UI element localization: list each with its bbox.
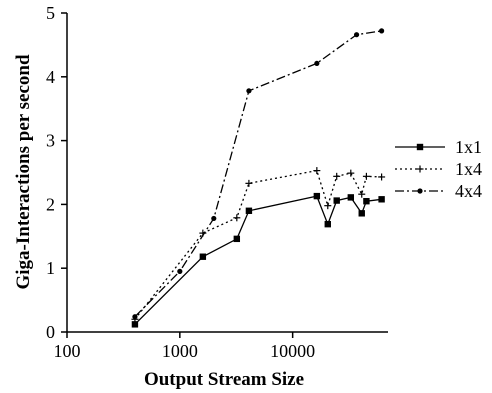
y-tick-label: 2	[46, 194, 55, 214]
data-point	[358, 191, 365, 198]
series-1x4	[131, 167, 385, 323]
legend-label: 4x4	[455, 181, 482, 201]
data-point	[177, 269, 182, 274]
legend-marker	[417, 188, 422, 193]
data-point	[200, 254, 206, 260]
y-tick-label: 3	[46, 131, 55, 151]
data-point	[378, 196, 384, 202]
legend-label: 1x4	[455, 159, 482, 179]
y-axis-title: Giga-Interactions per second	[13, 54, 34, 289]
data-point	[333, 173, 340, 180]
data-point	[325, 221, 331, 227]
x-tick-label: 100	[54, 341, 81, 361]
y-tick-label: 1	[46, 258, 55, 278]
y-tick-label: 5	[46, 3, 55, 23]
data-point	[246, 208, 252, 214]
legend-entry-4x4: 4x4	[395, 181, 482, 201]
series-layer	[131, 28, 385, 327]
x-tick-label: 10000	[270, 341, 315, 361]
x-tick-label: 1000	[162, 341, 198, 361]
y-tick-label: 4	[46, 67, 55, 87]
data-point	[132, 314, 137, 319]
series-line-1x1	[135, 196, 382, 324]
data-point	[354, 32, 359, 37]
data-point	[347, 170, 354, 177]
series-line-1x4	[135, 171, 382, 320]
data-point	[334, 197, 340, 203]
data-point	[363, 198, 369, 204]
data-point	[245, 180, 252, 187]
data-point	[348, 194, 354, 200]
data-point	[211, 216, 216, 221]
data-point	[246, 88, 251, 93]
legend-label: 1x1	[455, 137, 482, 157]
series-1x1	[132, 193, 385, 328]
data-point	[234, 236, 240, 242]
data-point	[359, 210, 365, 216]
axes	[67, 13, 388, 332]
data-point	[324, 202, 331, 209]
data-point	[233, 214, 240, 221]
ticks: 0 1 2 3 4 5 100 1000 10000	[46, 3, 315, 361]
data-point	[379, 28, 384, 33]
data-point	[378, 173, 385, 180]
legend-marker	[417, 144, 423, 150]
data-point	[314, 193, 320, 199]
series-line-4x4	[135, 31, 382, 317]
x-axis-title: Output Stream Size	[144, 369, 304, 390]
legend-entry-1x1: 1x1	[395, 137, 482, 157]
data-point	[314, 61, 319, 66]
data-point	[313, 167, 320, 174]
legend-entry-1x4: 1x4	[395, 159, 482, 179]
y-tick-label: 0	[46, 322, 55, 342]
legend-marker	[417, 166, 424, 173]
data-point	[363, 173, 370, 180]
